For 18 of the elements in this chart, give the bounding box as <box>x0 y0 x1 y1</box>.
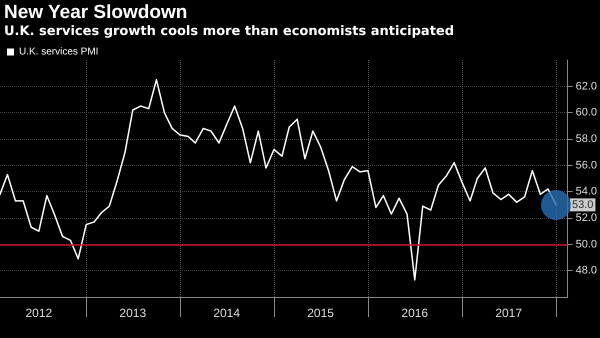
y-tick-label: 50.0 <box>576 238 598 250</box>
x-tick-label: 2014 <box>213 306 240 320</box>
x-tick-label: 2017 <box>495 306 522 320</box>
x-tick-label: 2015 <box>307 306 334 320</box>
y-tick-label: 56.0 <box>576 159 598 172</box>
chart-subtitle: U.K. services growth cools more than economists anticipated <box>4 24 454 39</box>
x-tick-label: 2012 <box>26 306 53 320</box>
y-tick-label: 52.0 <box>576 212 598 224</box>
y-tick-label: 48.0 <box>576 264 598 277</box>
y-tick-label: 58.0 <box>576 133 598 145</box>
y-tick-label: 62.0 <box>576 80 598 92</box>
x-tick-label: 2013 <box>119 306 146 320</box>
legend-label: U.K. services PMI <box>19 46 98 58</box>
x-tick-label: 2016 <box>401 306 428 320</box>
chart-title: New Year Slowdown <box>4 2 188 24</box>
y-tick-label: 60.0 <box>576 106 598 119</box>
annotation: 53.0 <box>572 198 594 211</box>
y-tick-label: 54.0 <box>576 186 598 198</box>
